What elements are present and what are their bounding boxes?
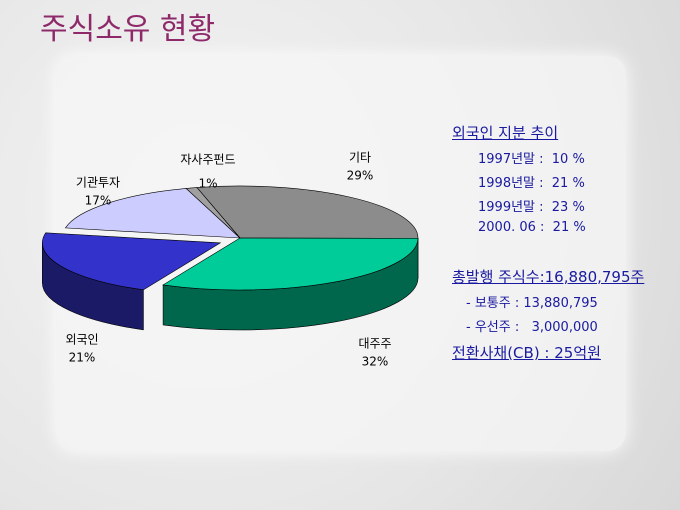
value-label: 21%	[69, 351, 96, 365]
value-label: 1%	[198, 177, 217, 191]
value-label: 32%	[362, 355, 389, 369]
share-row: - 보통주 : 13,880,795	[466, 296, 598, 311]
side-heading: 외국인 지분 추이	[452, 124, 559, 142]
trend-row: 1998년말 : 21 %	[478, 176, 585, 191]
slice-label: 기타	[349, 151, 371, 165]
pie-slice	[185, 187, 241, 239]
share-row: - 우선주 : 3,000,000	[466, 320, 598, 335]
pie-slice	[42, 232, 222, 291]
side-heading: 총발행 주식수:16,880,795주	[452, 268, 645, 286]
slice-label: 대주주	[358, 337, 391, 351]
pie-slice	[64, 188, 241, 239]
slide-title: 주식소유 현황	[40, 12, 216, 47]
value-label: 29%	[347, 169, 374, 183]
pie-slice	[196, 185, 419, 239]
pie-slice	[162, 237, 419, 291]
trend-row: 1997년말 : 10 %	[478, 152, 585, 167]
value-label: 17%	[85, 194, 112, 208]
trend-row: 2000. 06 : 21 %	[478, 220, 586, 235]
side-heading: 전환사채(CB) : 25억원	[452, 344, 601, 362]
trend-row: 1999년말 : 23 %	[478, 200, 585, 215]
slice-label: 기관투자	[76, 176, 120, 190]
slice-label: 외국인	[65, 333, 98, 347]
slice-label: 자사주펀드	[180, 153, 235, 167]
